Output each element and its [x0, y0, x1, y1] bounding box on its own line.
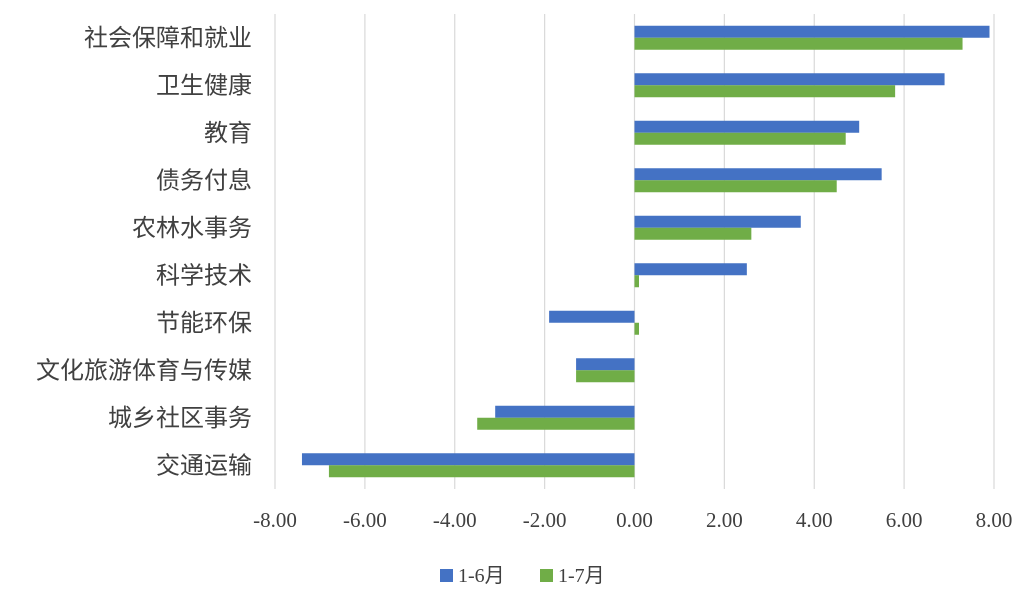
bar [495, 405, 635, 418]
bar [634, 180, 837, 193]
legend-label: 1-6月 [458, 565, 505, 587]
bar [477, 417, 635, 430]
bar [634, 227, 752, 240]
x-tick-label: -6.00 [343, 508, 387, 532]
bar [328, 465, 635, 478]
x-tick-label: -2.00 [523, 508, 567, 532]
category-label: 债务付息 [156, 167, 252, 194]
bar [549, 310, 635, 323]
bar [634, 120, 860, 133]
x-tick-label: -4.00 [433, 508, 477, 532]
category-label: 卫生健康 [156, 72, 252, 99]
bar [576, 358, 635, 371]
bar [634, 132, 846, 145]
legend-swatch [540, 569, 553, 582]
category-label: 文化旅游体育与传媒 [36, 357, 252, 384]
category-label: 节能环保 [156, 310, 252, 337]
x-tick-label: 4.00 [796, 508, 833, 532]
bar [634, 73, 945, 86]
category-label: 社会保障和就业 [84, 25, 252, 52]
x-tick-label: 8.00 [976, 508, 1013, 532]
x-tick-label: -8.00 [253, 508, 297, 532]
x-tick-label: 2.00 [706, 508, 743, 532]
bar [634, 37, 963, 50]
legend: 1-6月 1-7月 [440, 565, 605, 587]
category-label: 交通运输 [156, 452, 252, 479]
category-label: 城乡社区事务 [108, 405, 252, 432]
bars [301, 25, 990, 478]
category-label: 农林水事务 [132, 215, 252, 242]
x-tick-label: 0.00 [616, 508, 653, 532]
x-tick-label: 6.00 [886, 508, 923, 532]
category-label: 科学技术 [156, 262, 252, 289]
x-tick-labels: -8.00 -6.00 -4.00 -2.00 0.00 2.00 4.00 6.00 8.00 [253, 508, 1012, 532]
bar [301, 453, 635, 466]
legend-swatch [440, 569, 453, 582]
category-labels: 社会保障和就业卫生健康教育债务付息农林水事务科学技术节能环保文化旅游体育与传媒城… [36, 25, 252, 480]
bar [576, 370, 635, 383]
bar [634, 168, 882, 181]
bar [634, 275, 639, 288]
bar [634, 322, 639, 335]
bar [634, 25, 990, 38]
category-label: 教育 [204, 120, 252, 147]
bar [634, 215, 801, 228]
legend-label: 1-7月 [558, 565, 605, 587]
bar [634, 263, 747, 276]
bar [634, 85, 896, 98]
